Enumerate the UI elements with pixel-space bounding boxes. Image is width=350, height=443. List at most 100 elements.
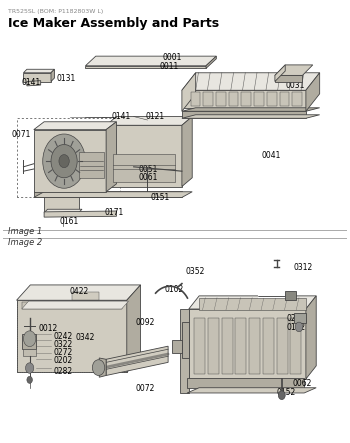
Polygon shape (72, 292, 99, 300)
Text: 0222: 0222 (287, 314, 306, 323)
Polygon shape (51, 69, 55, 82)
Text: 0001: 0001 (163, 53, 182, 62)
Polygon shape (34, 192, 192, 198)
Polygon shape (182, 117, 192, 187)
Polygon shape (34, 191, 182, 198)
Polygon shape (78, 152, 104, 178)
Polygon shape (106, 346, 168, 376)
Polygon shape (267, 93, 276, 106)
Polygon shape (182, 90, 306, 108)
Polygon shape (216, 93, 226, 106)
Text: 0171: 0171 (104, 208, 124, 217)
Text: 0151: 0151 (151, 193, 170, 202)
Circle shape (92, 360, 105, 376)
Circle shape (278, 391, 285, 400)
Polygon shape (85, 56, 216, 66)
Text: 0422: 0422 (70, 287, 89, 296)
Text: Ice Maker Assembly and Parts: Ice Maker Assembly and Parts (8, 17, 219, 30)
Polygon shape (199, 298, 306, 310)
Polygon shape (16, 300, 127, 373)
Polygon shape (180, 309, 189, 393)
Text: 0141: 0141 (22, 78, 41, 87)
Text: 0122: 0122 (287, 323, 306, 332)
Text: TR525SL (BOM: P1182803W L): TR525SL (BOM: P1182803W L) (8, 9, 103, 14)
Text: 0041: 0041 (261, 152, 280, 160)
Polygon shape (182, 322, 189, 358)
Text: 0161: 0161 (60, 217, 79, 226)
Text: 0322: 0322 (54, 340, 73, 350)
Text: 0131: 0131 (56, 74, 75, 82)
Circle shape (51, 144, 77, 178)
Polygon shape (22, 334, 35, 349)
Polygon shape (280, 93, 289, 106)
Text: 0342: 0342 (75, 333, 94, 342)
Text: 0202: 0202 (54, 356, 73, 365)
Polygon shape (189, 296, 316, 309)
Polygon shape (182, 108, 320, 111)
Polygon shape (306, 73, 320, 111)
Polygon shape (106, 122, 117, 192)
Polygon shape (34, 122, 117, 130)
Text: 0072: 0072 (135, 384, 155, 393)
Polygon shape (241, 93, 251, 106)
Polygon shape (44, 198, 78, 213)
Text: 0352: 0352 (186, 267, 205, 276)
Polygon shape (127, 285, 141, 373)
Text: 0062: 0062 (292, 379, 312, 388)
Circle shape (23, 331, 36, 346)
Polygon shape (172, 340, 182, 353)
Text: 0121: 0121 (146, 112, 165, 121)
Polygon shape (275, 65, 285, 82)
Circle shape (295, 322, 303, 332)
Polygon shape (182, 73, 320, 90)
Polygon shape (294, 313, 306, 323)
Polygon shape (285, 291, 295, 300)
Polygon shape (222, 318, 232, 374)
Text: 0152: 0152 (276, 389, 296, 397)
Text: 0272: 0272 (54, 348, 73, 357)
Circle shape (27, 377, 33, 383)
Polygon shape (99, 358, 106, 377)
Polygon shape (106, 125, 182, 187)
Text: 0242: 0242 (54, 332, 73, 341)
Text: 0012: 0012 (39, 324, 58, 333)
Polygon shape (290, 318, 301, 374)
Polygon shape (44, 209, 82, 213)
Polygon shape (22, 303, 121, 309)
Polygon shape (182, 111, 306, 118)
Polygon shape (206, 56, 216, 68)
Polygon shape (254, 93, 264, 106)
Polygon shape (113, 154, 175, 182)
Text: Image 2: Image 2 (8, 238, 42, 248)
Polygon shape (194, 318, 205, 374)
Polygon shape (23, 349, 36, 356)
Polygon shape (190, 93, 200, 106)
Text: 0312: 0312 (294, 263, 313, 272)
Polygon shape (263, 318, 274, 374)
Text: 0092: 0092 (135, 319, 155, 327)
Polygon shape (23, 69, 55, 73)
Polygon shape (23, 73, 51, 82)
Polygon shape (85, 66, 206, 68)
Polygon shape (275, 75, 302, 82)
Polygon shape (208, 318, 219, 374)
Text: 0021: 0021 (285, 66, 304, 75)
Text: 0071: 0071 (12, 129, 31, 139)
Polygon shape (34, 130, 106, 192)
Text: 0102: 0102 (164, 285, 184, 294)
Polygon shape (189, 309, 306, 379)
Text: 0031: 0031 (285, 82, 304, 90)
Text: 0061: 0061 (139, 173, 158, 182)
Polygon shape (275, 65, 313, 75)
Text: 0282: 0282 (54, 367, 73, 376)
Polygon shape (182, 73, 196, 111)
Polygon shape (44, 211, 117, 217)
Text: 0141: 0141 (111, 112, 131, 121)
Polygon shape (187, 378, 304, 388)
Polygon shape (16, 285, 141, 300)
Circle shape (43, 134, 85, 188)
Circle shape (26, 363, 34, 373)
Text: 0011: 0011 (160, 62, 179, 71)
Circle shape (59, 155, 69, 168)
Text: 0051: 0051 (139, 165, 158, 175)
